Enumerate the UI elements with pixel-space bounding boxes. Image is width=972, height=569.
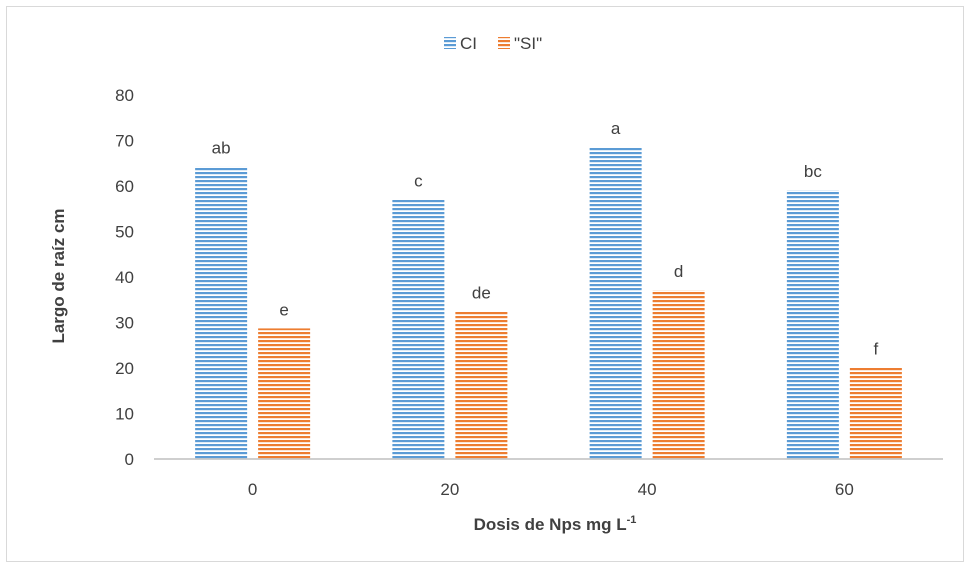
legend-label-si: "SI" [514,34,542,53]
y-axis-ticks: 0 10 20 30 40 50 60 70 80 [115,86,134,469]
bar-ci-60[interactable] [786,190,839,459]
x-axis-ticks: 0 20 40 60 [248,480,854,499]
bars: ab e c de a d bc f [195,119,902,459]
y-tick-label: 80 [115,86,134,105]
x-axis-title-superscript: -1 [627,514,637,526]
legend-item-si[interactable]: "SI" [498,34,542,53]
legend-swatch-ci [444,37,456,49]
data-label: c [414,172,423,191]
y-tick-label: 30 [115,314,134,333]
bar-si-20[interactable] [455,311,508,459]
data-label: f [874,340,879,359]
y-axis-title: Largo de raíz cm [49,208,68,343]
x-tick-label: 40 [638,480,657,499]
x-tick-label: 20 [440,480,459,499]
bar-ci-40[interactable] [589,146,642,459]
bar-ci-0[interactable] [195,166,248,459]
data-label: ab [212,138,231,157]
y-tick-label: 0 [125,450,134,469]
x-tick-label: 60 [835,480,854,499]
bar-ci-20[interactable] [392,199,445,459]
bar-si-60[interactable] [849,367,902,459]
legend-swatch-si [498,37,510,49]
x-axis-title-text: Dosis de Nps mg L [474,515,627,534]
data-label: d [674,262,683,281]
y-tick-label: 50 [115,223,134,242]
y-tick-label: 40 [115,268,134,287]
bar-si-40[interactable] [652,290,705,459]
y-tick-label: 20 [115,359,134,378]
y-tick-label: 60 [115,177,134,196]
y-tick-label: 10 [115,405,134,424]
x-axis-title: Dosis de Nps mg L-1 [474,514,637,534]
legend: CI "SI" [444,34,542,53]
data-label: e [279,300,288,319]
x-tick-label: 0 [248,480,257,499]
data-label: de [472,284,491,303]
legend-item-ci[interactable]: CI [444,34,477,53]
data-label: a [611,119,621,138]
y-tick-label: 70 [115,132,134,151]
data-label: bc [804,162,822,181]
legend-label-ci: CI [460,34,477,53]
bar-si-0[interactable] [258,328,311,459]
